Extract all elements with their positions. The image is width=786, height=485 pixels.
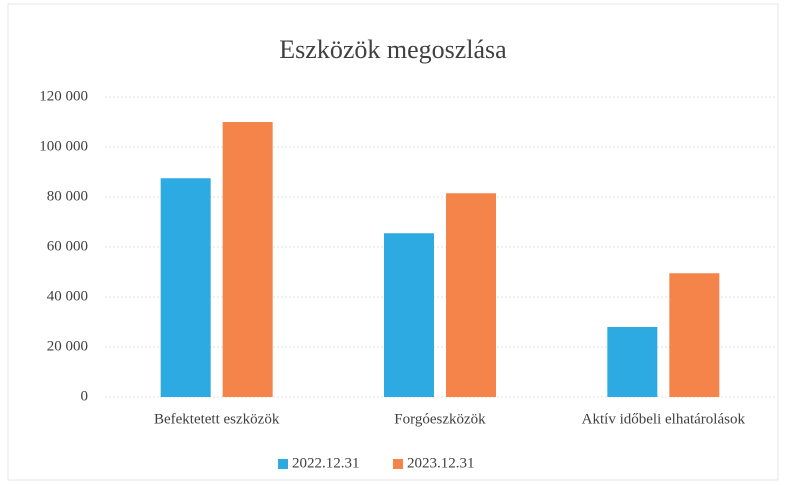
x-tick-label: Befektetett eszközök [154,411,280,427]
chart-frame [7,3,779,481]
y-tick-label: 80 000 [47,188,88,204]
y-tick-label: 100 000 [39,138,88,154]
y-tick-label: 0 [81,388,89,404]
y-tick-label: 60 000 [47,238,88,254]
legend-label: 2022.12.31 [292,455,360,471]
y-tick-label: 120 000 [39,88,88,104]
x-tick-label: Aktív időbeli elhatárolások [582,411,746,427]
bar [160,178,211,397]
bar [607,327,658,397]
bar [446,193,496,397]
chart-title: Eszközök megoszlása [279,35,507,64]
bar [222,122,273,397]
legend-swatch [393,459,403,469]
x-tick-label: Forgóeszközök [394,411,486,427]
legend-label: 2023.12.31 [407,455,475,471]
legend-swatch [278,459,288,469]
bar [384,233,434,397]
bar [669,273,720,397]
y-tick-label: 40 000 [47,288,88,304]
y-tick-label: 20 000 [47,338,88,354]
